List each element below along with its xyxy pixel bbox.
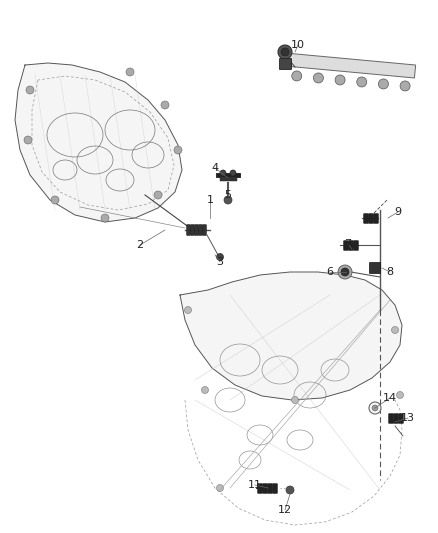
Circle shape [314, 73, 323, 83]
Polygon shape [15, 63, 182, 222]
FancyBboxPatch shape [369, 214, 373, 223]
Text: 1: 1 [206, 195, 213, 205]
Text: 9: 9 [395, 207, 402, 217]
Circle shape [161, 101, 169, 109]
Circle shape [101, 214, 109, 222]
FancyBboxPatch shape [364, 214, 368, 223]
Text: 8: 8 [386, 267, 394, 277]
Circle shape [154, 191, 162, 199]
Circle shape [216, 484, 223, 491]
Bar [284, 53, 416, 78]
Circle shape [220, 170, 226, 176]
Text: 12: 12 [278, 505, 292, 515]
Circle shape [51, 196, 59, 204]
FancyBboxPatch shape [399, 414, 403, 423]
Circle shape [369, 402, 381, 414]
Circle shape [396, 392, 403, 399]
Circle shape [338, 265, 352, 279]
Circle shape [372, 405, 378, 411]
FancyBboxPatch shape [389, 414, 393, 423]
FancyBboxPatch shape [374, 214, 378, 223]
Text: 7: 7 [344, 239, 352, 249]
FancyBboxPatch shape [203, 225, 206, 235]
FancyBboxPatch shape [349, 241, 353, 251]
Text: 4: 4 [212, 163, 219, 173]
Circle shape [216, 254, 223, 261]
Circle shape [341, 268, 349, 276]
Text: 2: 2 [137, 240, 144, 250]
Circle shape [292, 397, 299, 403]
Circle shape [224, 196, 232, 204]
Circle shape [174, 146, 182, 154]
Circle shape [126, 68, 134, 76]
FancyBboxPatch shape [187, 225, 190, 235]
Circle shape [184, 306, 191, 313]
Circle shape [286, 486, 294, 494]
FancyBboxPatch shape [370, 262, 381, 273]
Circle shape [335, 75, 345, 85]
FancyBboxPatch shape [263, 484, 267, 494]
FancyBboxPatch shape [268, 484, 272, 494]
Text: 14: 14 [383, 393, 397, 403]
Text: 5: 5 [225, 190, 232, 200]
FancyBboxPatch shape [354, 241, 358, 251]
FancyBboxPatch shape [344, 241, 348, 251]
Text: 10: 10 [291, 40, 305, 50]
Circle shape [392, 327, 399, 334]
Circle shape [378, 79, 389, 89]
FancyBboxPatch shape [191, 225, 194, 235]
Text: 13: 13 [401, 413, 415, 423]
Circle shape [201, 386, 208, 393]
FancyBboxPatch shape [195, 225, 198, 235]
Text: 3: 3 [216, 257, 223, 267]
Circle shape [292, 71, 302, 81]
Circle shape [230, 170, 236, 176]
Circle shape [400, 81, 410, 91]
FancyBboxPatch shape [279, 59, 292, 69]
FancyBboxPatch shape [258, 484, 262, 494]
Circle shape [26, 86, 34, 94]
FancyBboxPatch shape [394, 414, 398, 423]
Text: 6: 6 [326, 267, 333, 277]
Polygon shape [180, 272, 402, 400]
FancyBboxPatch shape [273, 484, 277, 494]
Circle shape [281, 48, 289, 56]
Circle shape [24, 136, 32, 144]
Circle shape [357, 77, 367, 87]
FancyBboxPatch shape [199, 225, 202, 235]
Circle shape [278, 45, 292, 59]
Text: 11: 11 [248, 480, 262, 490]
